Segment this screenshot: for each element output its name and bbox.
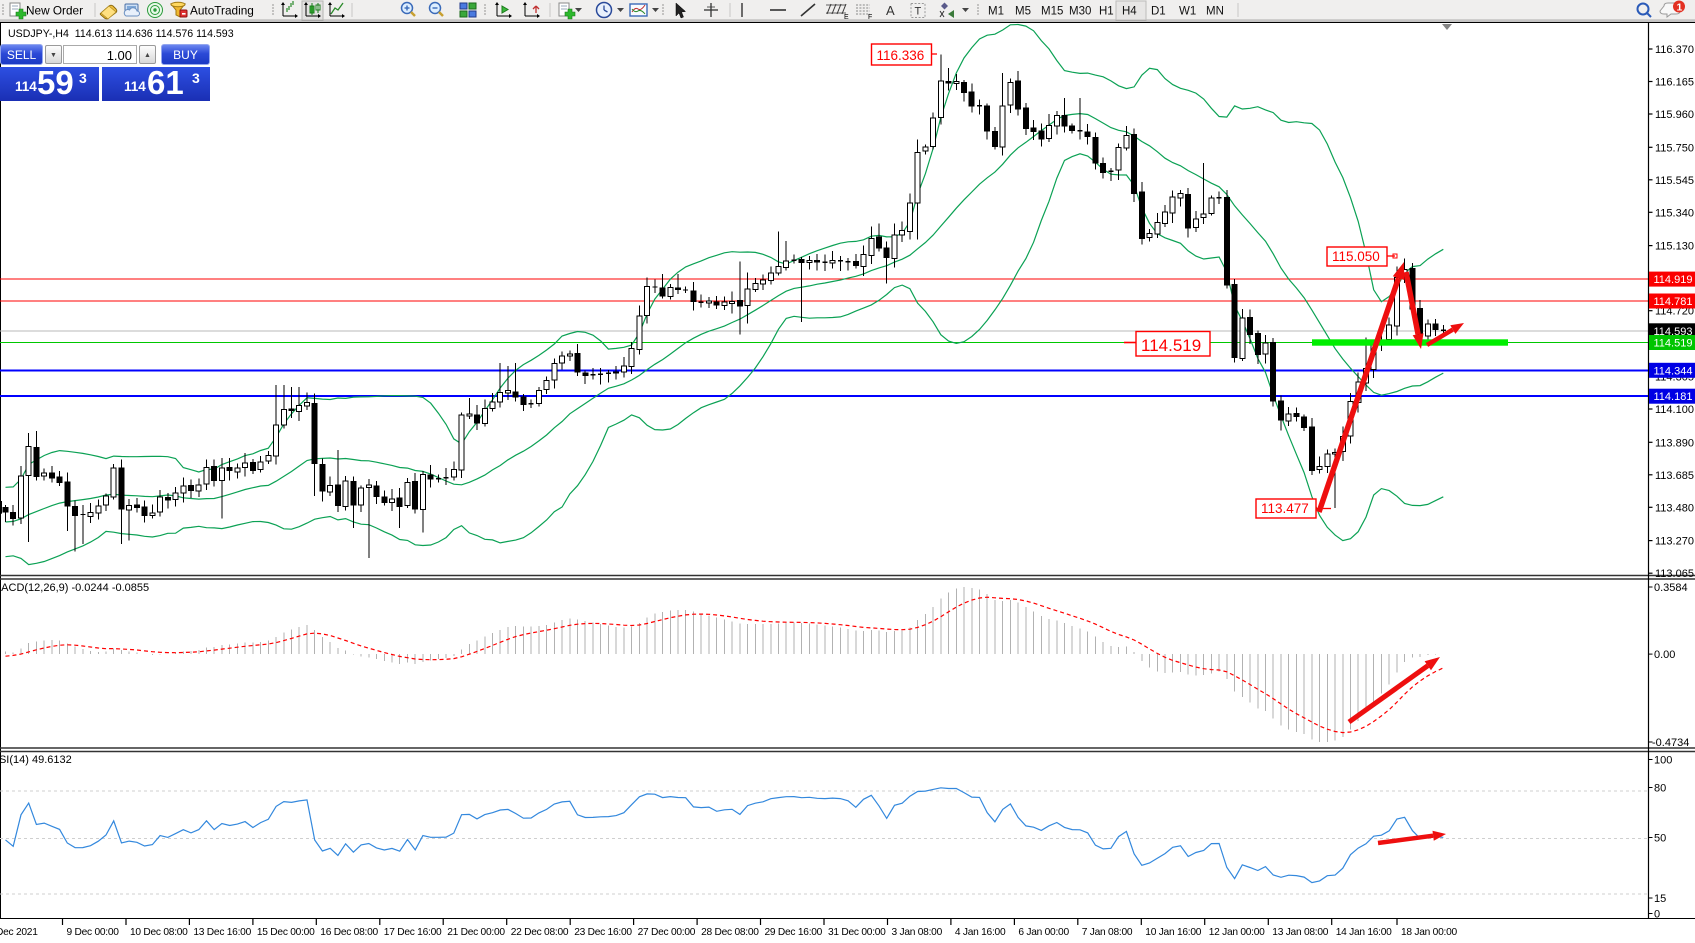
svg-text:F: F (868, 14, 872, 21)
svg-text:10 Dec 08:00: 10 Dec 08:00 (130, 927, 188, 938)
svg-text:114.344: 114.344 (1654, 365, 1693, 377)
svg-text:115.960: 115.960 (1655, 109, 1694, 121)
svg-text:3 Jan 08:00: 3 Jan 08:00 (892, 927, 943, 938)
svg-text:100: 100 (1654, 755, 1672, 767)
svg-text:MACD(12,26,9) -0.0244 -0.0855: MACD(12,26,9) -0.0244 -0.0855 (0, 582, 149, 594)
svg-text:116.370: 116.370 (1655, 44, 1694, 56)
svg-text:114.919: 114.919 (1654, 274, 1693, 286)
svg-text:D1: D1 (1151, 6, 1166, 18)
svg-text:6 Jan 00:00: 6 Jan 00:00 (1018, 927, 1069, 938)
svg-text:115.050: 115.050 (1332, 249, 1380, 264)
svg-text:16 Dec 08:00: 16 Dec 08:00 (320, 927, 378, 938)
svg-text:H4: H4 (1122, 6, 1137, 18)
svg-text:0.3584: 0.3584 (1654, 582, 1688, 594)
svg-text:12 Jan 00:00: 12 Jan 00:00 (1209, 927, 1265, 938)
svg-text:RSI(14) 49.6132: RSI(14) 49.6132 (0, 754, 72, 766)
svg-text:AutoTrading: AutoTrading (190, 4, 254, 18)
svg-text:113.480: 113.480 (1655, 502, 1694, 514)
svg-text:New Order: New Order (26, 4, 83, 18)
svg-text:M30: M30 (1069, 6, 1091, 18)
svg-text:MN: MN (1206, 6, 1224, 18)
svg-text:0: 0 (1654, 909, 1660, 921)
svg-text:114.781: 114.781 (1654, 296, 1693, 308)
svg-text:-0.4734: -0.4734 (1652, 737, 1689, 749)
svg-text:22 Dec 08:00: 22 Dec 08:00 (511, 927, 569, 938)
svg-text:9 Dec 00:00: 9 Dec 00:00 (67, 927, 120, 938)
svg-text:113.270: 113.270 (1655, 536, 1694, 548)
svg-text:T: T (915, 6, 922, 18)
svg-text:80: 80 (1654, 783, 1666, 795)
svg-text:14 Jan 16:00: 14 Jan 16:00 (1336, 927, 1392, 938)
svg-text:W1: W1 (1179, 6, 1196, 18)
svg-text:116.165: 116.165 (1655, 77, 1694, 89)
svg-text:M15: M15 (1041, 6, 1063, 18)
svg-text:1: 1 (1677, 2, 1683, 14)
svg-text:E: E (844, 14, 849, 21)
svg-text:M1: M1 (988, 6, 1004, 18)
svg-text:115.545: 115.545 (1655, 175, 1694, 187)
svg-text:114.519: 114.519 (1141, 336, 1201, 355)
svg-text:114.181: 114.181 (1654, 391, 1693, 403)
svg-text:27 Dec 00:00: 27 Dec 00:00 (638, 927, 696, 938)
svg-text:116.336: 116.336 (877, 48, 925, 63)
svg-text:M5: M5 (1015, 6, 1031, 18)
svg-text:114.720: 114.720 (1655, 306, 1694, 318)
svg-text:113.890: 113.890 (1655, 437, 1694, 449)
svg-text:A: A (886, 3, 895, 18)
svg-text:13 Dec 16:00: 13 Dec 16:00 (193, 927, 251, 938)
svg-text:113.477: 113.477 (1261, 501, 1309, 516)
svg-text:114.519: 114.519 (1654, 338, 1693, 350)
svg-text:113.065: 113.065 (1655, 568, 1694, 580)
svg-text:H1: H1 (1099, 6, 1114, 18)
svg-text:18 Jan 00:00: 18 Jan 00:00 (1401, 927, 1457, 938)
svg-text:113.685: 113.685 (1655, 470, 1694, 482)
svg-text:31 Dec 00:00: 31 Dec 00:00 (828, 927, 886, 938)
svg-text:115.130: 115.130 (1655, 241, 1694, 253)
svg-text:4 Jan 16:00: 4 Jan 16:00 (955, 927, 1006, 938)
svg-text:50: 50 (1654, 833, 1666, 845)
svg-text:13 Jan 08:00: 13 Jan 08:00 (1272, 927, 1328, 938)
svg-text:21 Dec 00:00: 21 Dec 00:00 (447, 927, 505, 938)
svg-text:115.750: 115.750 (1655, 142, 1694, 154)
svg-text:28 Dec 08:00: 28 Dec 08:00 (701, 927, 759, 938)
svg-text:15 Dec 00:00: 15 Dec 00:00 (257, 927, 315, 938)
svg-text:8 Dec 2021: 8 Dec 2021 (0, 927, 38, 938)
svg-text:29 Dec 16:00: 29 Dec 16:00 (765, 927, 823, 938)
svg-text:15: 15 (1654, 893, 1666, 905)
svg-text:10 Jan 16:00: 10 Jan 16:00 (1145, 927, 1201, 938)
svg-text:114.593: 114.593 (1654, 326, 1693, 338)
svg-text:7 Jan 08:00: 7 Jan 08:00 (1082, 927, 1133, 938)
svg-text:USDJPY-,H4 114.613 114.636 11: USDJPY-,H4 114.613 114.636 114.576 114.5… (8, 28, 234, 40)
svg-text:0.00: 0.00 (1654, 649, 1675, 661)
svg-text:115.340: 115.340 (1655, 207, 1694, 219)
svg-text:23 Dec 16:00: 23 Dec 16:00 (574, 927, 632, 938)
svg-text:114.100: 114.100 (1655, 404, 1694, 416)
svg-text:17 Dec 16:00: 17 Dec 16:00 (384, 927, 442, 938)
